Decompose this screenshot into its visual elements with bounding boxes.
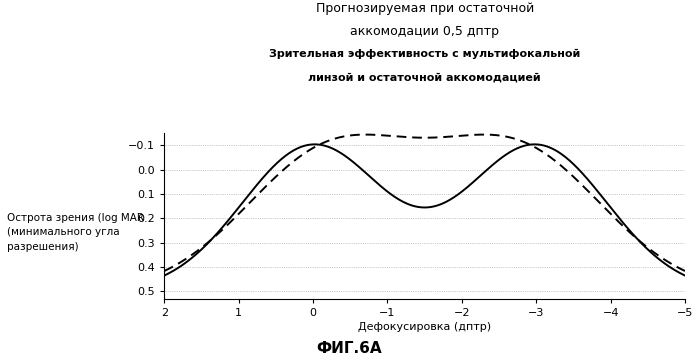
Text: (минимального угла: (минимального угла <box>7 227 120 237</box>
Text: Зрительная эффективность с мультифокальной: Зрительная эффективность с мультифокальн… <box>269 49 580 59</box>
Text: Острота зрения (log MAR: Острота зрения (log MAR <box>7 213 144 223</box>
Text: ФИГ.6А: ФИГ.6А <box>317 341 382 356</box>
Text: разрешения): разрешения) <box>7 242 78 252</box>
Text: линзой и остаточной аккомодацией: линзой и остаточной аккомодацией <box>308 72 541 82</box>
X-axis label: Дефокусировка (дптр): Дефокусировка (дптр) <box>358 322 491 332</box>
Text: аккомодации 0,5 дптр: аккомодации 0,5 дптр <box>350 25 499 38</box>
Text: Прогнозируемая при остаточной: Прогнозируемая при остаточной <box>315 2 534 15</box>
